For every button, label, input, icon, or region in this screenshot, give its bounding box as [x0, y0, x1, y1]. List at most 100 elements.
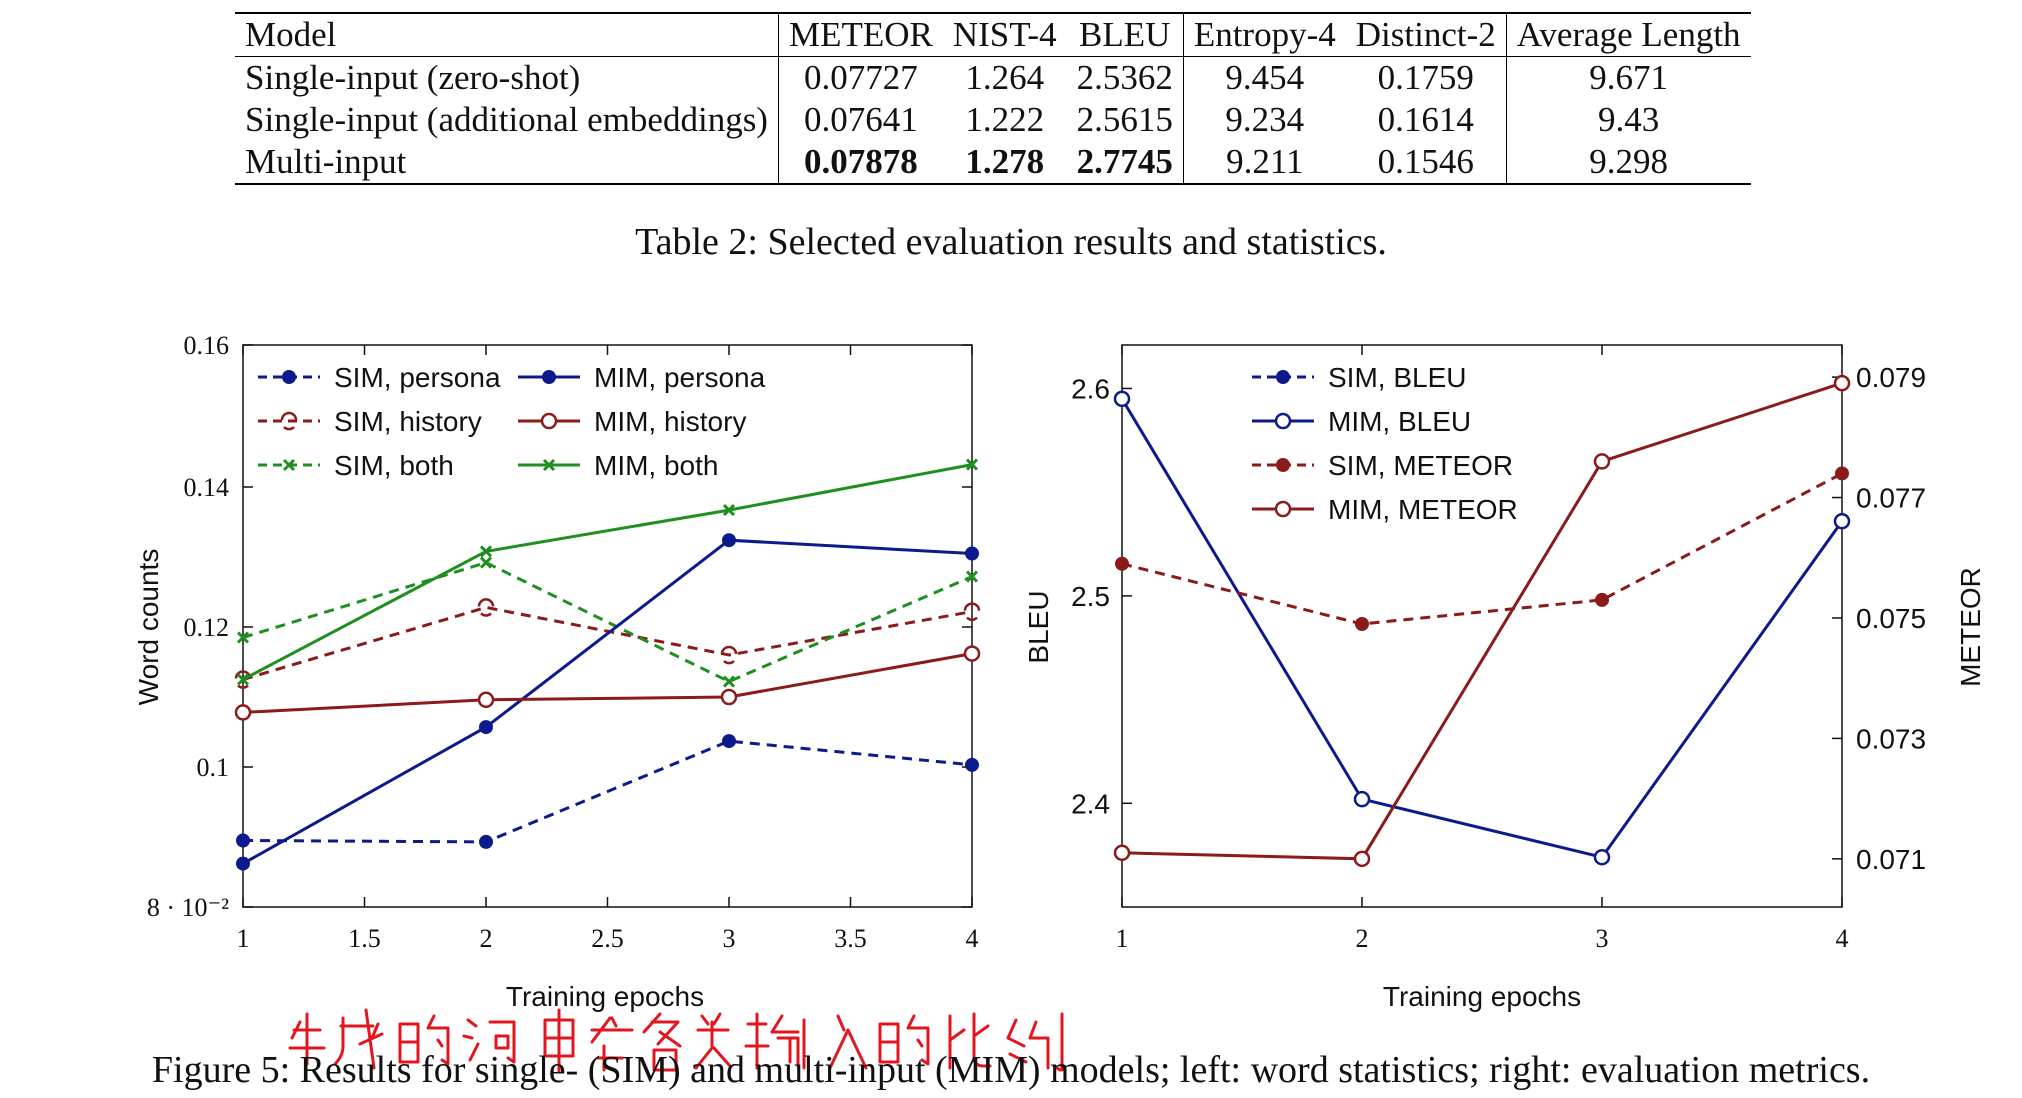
data-point-1-1	[1353, 790, 1371, 808]
legend-label-4: MIM, history	[594, 406, 746, 437]
legend-marker-0-shape	[1276, 370, 1290, 384]
data-point-3-3	[965, 546, 979, 561]
column-header-entropy4: Entropy-4	[1183, 13, 1346, 57]
series-line-1	[1120, 398, 1844, 859]
series-line-5	[242, 463, 973, 681]
legend-marker-3-shape	[1274, 500, 1292, 518]
data-point-1-3-shape2	[966, 616, 978, 621]
table-row: Multi-input 0.07878 1.278 2.7745 9.211 0…	[235, 141, 1751, 184]
table-cell: 2.5362	[1066, 56, 1184, 99]
data-point-4-2	[720, 688, 738, 706]
data-point-3-3-shape	[965, 546, 979, 561]
data-point-2-0	[1115, 556, 1129, 571]
data-point-3-0-shape	[1113, 844, 1131, 862]
x-tick-label: 2	[1356, 924, 1369, 953]
data-point-3-2	[722, 533, 736, 548]
series-line-4	[242, 652, 973, 714]
data-point-1-2-shape	[1593, 848, 1611, 866]
y-tick-label: 0.16	[184, 331, 230, 360]
data-point-0-1	[479, 834, 493, 849]
data-point-0-3-shape	[965, 757, 979, 772]
data-point-4-1	[477, 691, 495, 709]
data-point-5-3-shape	[965, 458, 979, 471]
x-tick-label: 1	[1116, 924, 1129, 953]
legend-label-2: SIM, both	[334, 450, 454, 481]
data-point-1-2-shape2	[723, 660, 735, 665]
x-tick-label: 3	[1596, 924, 1609, 953]
results-table: Model METEOR NIST-4 BLEU Entropy-4 Disti…	[235, 12, 1751, 185]
series-line-3	[242, 538, 973, 865]
data-point-1-1	[477, 598, 495, 617]
data-point-2-3-shape	[965, 570, 979, 583]
data-point-2-0-shape	[236, 631, 250, 644]
data-point-0-1-shape	[479, 834, 493, 849]
column-header-model: Model	[235, 13, 779, 57]
data-point-2-2-shape	[722, 675, 736, 688]
table-cell: 9.454	[1225, 58, 1305, 97]
y-axis-label: BLEU	[1023, 590, 1054, 663]
table-cell-model: Single-input (zero-shot)	[235, 56, 779, 99]
data-point-0-2-shape	[722, 734, 736, 749]
legend-marker-3-shape	[542, 370, 556, 384]
chart-word-counts: 8 · 10⁻² 0.1 0.12 0.14 0.16 1 1.5 2 2.5 3 3.5 4 Trai…	[133, 331, 981, 1012]
data-point-3-2	[1593, 453, 1611, 470]
y-tick-label: 0.14	[184, 473, 230, 502]
y-tick-label: 8 · 10⁻²	[147, 893, 229, 922]
y-tick-label: 0.12	[184, 613, 230, 642]
figure-caption: Figure 5: Results for single- (SIM) and …	[151, 1049, 1871, 1091]
x-tick-label: 1	[237, 924, 250, 953]
legend-marker-1	[280, 411, 298, 431]
legend-marker-2-shape	[1276, 458, 1290, 472]
data-point-1-1-shape2	[480, 612, 492, 617]
table-caption: Table 2: Selected evaluation results and…	[635, 221, 1387, 263]
data-point-3-2-shape	[722, 533, 736, 548]
data-point-1-2	[720, 645, 738, 665]
table-cell: 1.222	[965, 100, 1045, 139]
legend-marker-0-shape	[282, 370, 296, 384]
data-point-2-3-shape	[1835, 466, 1849, 481]
x-axis-label: Training epochs	[1383, 981, 1581, 1012]
data-point-1-3-shape	[1833, 512, 1851, 530]
data-point-4-3-shape	[963, 645, 981, 662]
series-line-2	[1121, 472, 1843, 626]
data-point-1-1-shape	[477, 598, 495, 607]
x-tick-label: 3.5	[834, 924, 867, 953]
chart-evaluation-metrics: 2.4 2.5 2.6 0.071 0.073 0.075 0.077 0.079 1 2 3 4 Tr…	[1023, 344, 1986, 1012]
x-axis-label: Training epochs	[506, 981, 704, 1012]
data-point-2-3	[965, 570, 979, 583]
data-point-4-0-shape	[234, 704, 252, 721]
x-tick-label: 2	[480, 924, 493, 953]
y2-tick-label: 0.071	[1856, 844, 1926, 875]
data-point-1-0	[1113, 390, 1131, 408]
legend-marker-4	[540, 412, 558, 430]
data-point-3-3	[1833, 374, 1851, 392]
table-cell: 0.07878	[804, 142, 918, 181]
series-line-3	[1121, 381, 1843, 861]
x-tick-label: 2.5	[591, 924, 624, 953]
legend-label-1: SIM, history	[334, 406, 482, 437]
table-cell: 0.07641	[804, 100, 918, 139]
table-cell: 9.234	[1225, 100, 1305, 139]
data-point-1-0-shape	[1113, 390, 1131, 408]
table-cell: 1.278	[965, 142, 1045, 181]
x-tick-label: 4	[966, 924, 979, 953]
chart-legend: SIM, persona SIM, history SIM, both MIM, pe…	[258, 362, 766, 481]
data-point-1-3	[963, 602, 981, 621]
plot-frame	[1121, 344, 1843, 908]
column-header-bleu: BLEU	[1066, 13, 1184, 57]
data-point-2-2	[722, 675, 736, 688]
table-row: Single-input (zero-shot) 0.07727 1.264 2…	[235, 56, 1751, 99]
data-point-2-1-shape	[1355, 616, 1369, 631]
data-point-3-0	[236, 856, 250, 871]
chart-legend: SIM, BLEU MIM, BLEU SIM, METEOR MIM, METEOR	[1252, 362, 1518, 525]
data-point-2-2	[1595, 592, 1609, 607]
table-row: Single-input (additional embeddings) 0.0…	[235, 99, 1751, 141]
data-point-4-3	[963, 645, 981, 662]
legend-marker-4-shape	[540, 412, 558, 430]
data-point-1-2	[1593, 848, 1611, 866]
legend-marker-3	[1274, 500, 1292, 518]
x-tick-label: 4	[1836, 924, 1849, 953]
data-point-3-1-shape	[1353, 850, 1371, 868]
table-cell-model: Multi-input	[235, 141, 779, 184]
series-line-1	[242, 605, 973, 681]
